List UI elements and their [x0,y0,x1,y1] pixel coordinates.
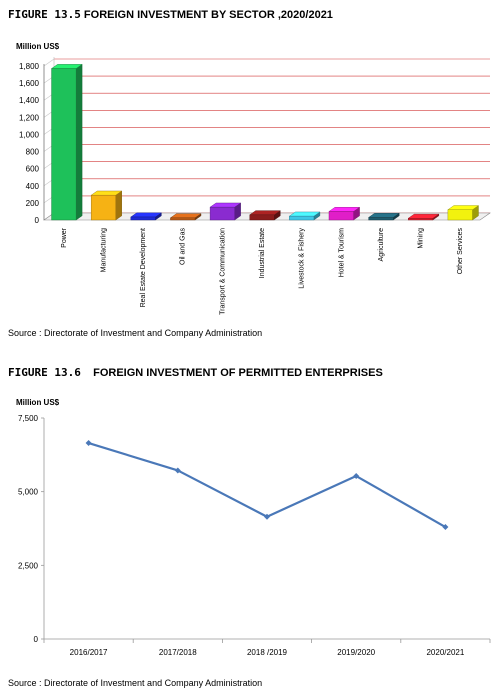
chart1-category-label: Real Estate Development [140,228,147,307]
chart1-category-label: Oil and Gas [180,228,187,265]
figure-13-5-heading: FOREIGN INVESTMENT BY SECTOR ,2020/2021 [83,9,333,21]
chart1-category-label: Manufacturing [100,228,107,272]
chart1-ytick-label: 1,600 [19,79,40,88]
chart1-bar [90,190,123,221]
chart1-bar-front [368,217,394,221]
chart1-bar-front [249,214,275,221]
chart1-bar [367,212,400,221]
permitted-enterprises-line-chart: 0 2,500 5,000 7,500 2016/2017 2017/2018 2018 /… [18,414,491,657]
figure-13-6-title: FIGURE 13.6 FOREIGN INVESTMENT OF PERMIT… [8,366,383,379]
chart2-point [85,440,92,447]
chart1-bar-front [130,216,156,221]
chart2-point [353,473,360,480]
chart1-category-label: Hotel & Tourism [338,228,345,277]
chart1-source: Source : Directorate of Investment and C… [8,328,263,338]
chart2-point [264,513,270,520]
chart1-bar-side [75,63,83,221]
chart2-ytick-label: 0 [34,635,39,644]
chart2-category-label: 2017/2018 [159,648,197,657]
chart1-category-label: Livestock & Fishery [299,228,306,289]
chart1-bar [407,213,440,221]
figure-13-6-number: FIGURE 13.6 [8,366,81,379]
chart2-category-label: 2019/2020 [337,648,375,657]
chart1-bar-side [115,190,122,221]
figure-13-6-heading: FOREIGN INVESTMENT OF PERMITTED ENTERPRI… [93,367,383,379]
chart1-ytick-label: 1,800 [19,62,40,71]
chart1-category-label: Industrial Estate [259,228,266,278]
sector-bar-chart: 0 200 400 600 800 1,000 1,200 1,400 1,600 1,800 Po… [19,57,491,315]
chart1-bar [328,206,361,221]
chart2-ylabel: Million US$ [16,398,60,407]
chart1-bar-front [408,218,434,221]
chart1-bar [288,211,321,221]
chart1-bar-front [328,211,354,221]
chart1-category-label: Transport & Communication [219,228,226,315]
chart1-ytick-label: 600 [26,165,40,174]
chart1-category-label: Mining [418,228,425,249]
chart1-gridline-diag [43,58,55,67]
chart2-source: Source : Directorate of Investment and C… [8,678,263,688]
chart2-point [442,524,449,531]
chart2-ytick-label: 7,500 [18,414,39,423]
chart1-category-label: Other Services [457,228,464,275]
chart1-category-label: Agriculture [378,228,385,262]
chart1-ytick-label: 1,200 [19,113,40,122]
chart1-bar-front [209,206,235,221]
chart1-bar-front [51,68,77,221]
figure-13-5-title: FIGURE 13.5 FOREIGN INVESTMENT BY SECTOR… [8,8,333,21]
chart1-bar-front [170,217,196,221]
chart1-ytick-label: 200 [26,199,40,208]
chart1-bar-front [90,194,116,221]
chart1-bar [50,63,83,221]
chart2-category-label: 2018 /2019 [247,648,288,657]
chart1-bar [249,210,281,221]
chart1-ytick-label: 1,400 [19,96,40,105]
chart1-ytick-label: 0 [35,216,40,225]
chart1-bar [130,212,163,221]
chart1-ytick-label: 400 [26,182,40,191]
chart1-ylabel: Million US$ [16,42,60,51]
chart2-ytick-label: 5,000 [18,488,39,497]
chart2-ytick-label: 2,500 [18,561,39,570]
chart1-ytick-label: 800 [26,148,40,157]
chart1-bar-front [289,215,315,221]
chart2-category-label: 2016/2017 [70,648,108,657]
chart1-bar [169,213,202,221]
chart2-point [174,467,181,474]
chart1-bar-front [447,209,473,221]
chart2-category-label: 2020/2021 [426,648,464,657]
chart1-category-label: Power [61,227,68,248]
chart1-bar [447,205,480,221]
chart1-bar [209,202,242,221]
figure-13-5-number: FIGURE 13.5 [8,8,81,21]
chart1-ytick-label: 1,000 [19,130,40,139]
